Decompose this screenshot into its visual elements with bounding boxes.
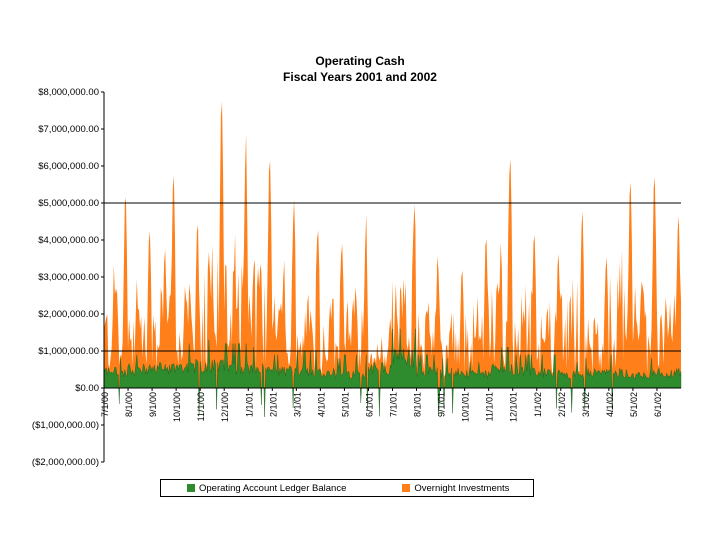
chart-title: Operating Cash <box>315 54 405 68</box>
y-tick-label: $4,000,000.00 <box>38 235 99 246</box>
legend-label-ledger: Operating Account Ledger Balance <box>199 482 347 494</box>
y-tick-label: $0.00 <box>75 383 99 394</box>
x-tick-label: 2/1/01 <box>268 392 278 417</box>
x-tick-label: 8/1/00 <box>124 392 134 417</box>
x-tick-label: 10/1/00 <box>172 392 182 422</box>
y-tick-label: $1,000,000.00 <box>38 346 99 357</box>
x-tick-label: 3/1/01 <box>292 392 302 417</box>
x-tick-label: 1/1/02 <box>533 392 543 417</box>
x-tick-label: 12/1/00 <box>220 392 230 422</box>
x-tick-label: 9/1/00 <box>148 392 158 417</box>
y-tick-label: $2,000,000.00 <box>38 309 99 320</box>
x-tick-label: 9/1/01 <box>437 392 447 417</box>
y-tick-label: $8,000,000.00 <box>38 87 99 98</box>
legend-swatch-investments <box>402 484 411 492</box>
x-tick-label: 3/1/02 <box>581 392 591 417</box>
y-tick-label: ($2,000,000.00) <box>32 457 99 468</box>
x-tick-label: 6/1/01 <box>365 392 375 417</box>
legend-swatch-ledger <box>187 484 195 492</box>
x-tick-label: 5/1/02 <box>629 392 639 417</box>
y-tick-label: $3,000,000.00 <box>38 272 99 283</box>
x-tick-label: 1/1/01 <box>244 392 254 417</box>
y-tick-label: $7,000,000.00 <box>38 124 99 135</box>
x-tick-label: 11/1/01 <box>485 392 495 421</box>
x-tick-label: 4/1/01 <box>316 392 326 417</box>
legend-item-investments: Overnight Investments <box>402 483 509 494</box>
chart-subtitle: Fiscal Years 2001 and 2002 <box>283 70 437 84</box>
legend-label-investments: Overnight Investments <box>414 482 510 494</box>
x-tick-label: 11/1/00 <box>196 392 206 421</box>
y-tick-label: $6,000,000.00 <box>38 161 99 172</box>
chart-legend: Operating Account Ledger Balance Overnig… <box>160 479 534 497</box>
x-tick-label: 6/1/02 <box>653 392 663 417</box>
y-tick-label: ($1,000,000.00) <box>32 420 99 431</box>
x-tick-label: 4/1/02 <box>605 392 615 417</box>
x-tick-label: 8/1/01 <box>413 392 423 417</box>
x-tick-label: 10/1/01 <box>461 392 471 422</box>
x-tick-label: 12/1/01 <box>509 392 519 422</box>
x-tick-label: 7/1/01 <box>389 392 399 417</box>
x-tick-label: 7/1/00 <box>100 392 110 417</box>
y-tick-label: $5,000,000.00 <box>38 198 99 209</box>
x-tick-label: 5/1/01 <box>340 392 350 417</box>
legend-item-ledger: Operating Account Ledger Balance <box>187 483 346 494</box>
x-tick-label: 2/1/02 <box>557 392 567 417</box>
